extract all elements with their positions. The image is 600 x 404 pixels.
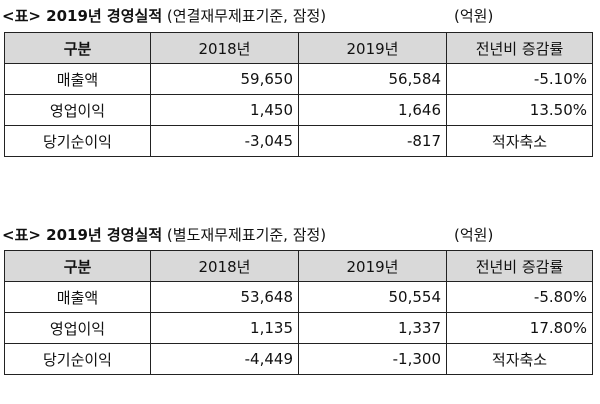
header-2019: 2019년 xyxy=(298,32,447,64)
caption-basis: (별도재무제표기준, 잠정) xyxy=(166,226,327,244)
table-row: 당기순이익 -4,449 -1,300 적자축소 xyxy=(4,343,593,375)
header-row: 구분 2018년 2019년 전년비 증감률 xyxy=(4,32,593,64)
row-label: 당기순이익 xyxy=(4,343,151,375)
header-change: 전년비 증감률 xyxy=(446,32,593,64)
value-2018: -3,045 xyxy=(150,125,299,157)
value-change: -5.80% xyxy=(446,281,593,313)
caption-title: <표> 2019년 경영실적 xyxy=(2,226,163,244)
value-2018: -4,449 xyxy=(150,343,299,375)
results-table: 구분 2018년 2019년 전년비 증감률 매출액 59,650 56,584… xyxy=(4,32,593,157)
value-2019: 50,554 xyxy=(298,281,447,313)
header-2018: 2018년 xyxy=(150,250,299,282)
header-row: 구분 2018년 2019년 전년비 증감률 xyxy=(4,250,593,282)
table-caption: <표> 2019년 경영실적 (연결재무제표기준, 잠정) (억원) xyxy=(2,4,600,28)
header-category: 구분 xyxy=(4,32,151,64)
value-2019: 1,337 xyxy=(298,312,447,344)
value-2019: 56,584 xyxy=(298,63,447,95)
results-table: 구분 2018년 2019년 전년비 증감률 매출액 53,648 50,554… xyxy=(4,250,593,375)
value-change: -5.10% xyxy=(446,63,593,95)
value-2018: 53,648 xyxy=(150,281,299,313)
row-label: 매출액 xyxy=(4,281,151,313)
row-label: 영업이익 xyxy=(4,312,151,344)
unit-label: (억원) xyxy=(454,226,494,244)
header-2019: 2019년 xyxy=(298,250,447,282)
table-row: 영업이익 1,135 1,337 17.80% xyxy=(4,312,593,344)
value-change: 적자축소 xyxy=(446,343,593,375)
row-label: 당기순이익 xyxy=(4,125,151,157)
value-2019: -817 xyxy=(298,125,447,157)
value-2018: 1,450 xyxy=(150,94,299,126)
value-change: 적자축소 xyxy=(446,125,593,157)
header-2018: 2018년 xyxy=(150,32,299,64)
table-row: 영업이익 1,450 1,646 13.50% xyxy=(4,94,593,126)
row-label: 영업이익 xyxy=(4,94,151,126)
caption-title: <표> 2019년 경영실적 xyxy=(2,7,163,25)
table-caption: <표> 2019년 경영실적 (별도재무제표기준, 잠정) (억원) xyxy=(2,223,600,247)
unit-label: (억원) xyxy=(454,7,494,25)
value-2018: 1,135 xyxy=(150,312,299,344)
value-2018: 59,650 xyxy=(150,63,299,95)
header-category: 구분 xyxy=(4,250,151,282)
value-change: 13.50% xyxy=(446,94,593,126)
header-change: 전년비 증감률 xyxy=(446,250,593,282)
table-row: 당기순이익 -3,045 -817 적자축소 xyxy=(4,125,593,157)
value-change: 17.80% xyxy=(446,312,593,344)
caption-basis: (연결재무제표기준, 잠정) xyxy=(166,7,327,25)
value-2019: -1,300 xyxy=(298,343,447,375)
table-row: 매출액 59,650 56,584 -5.10% xyxy=(4,63,593,95)
row-label: 매출액 xyxy=(4,63,151,95)
table-row: 매출액 53,648 50,554 -5.80% xyxy=(4,281,593,313)
value-2019: 1,646 xyxy=(298,94,447,126)
